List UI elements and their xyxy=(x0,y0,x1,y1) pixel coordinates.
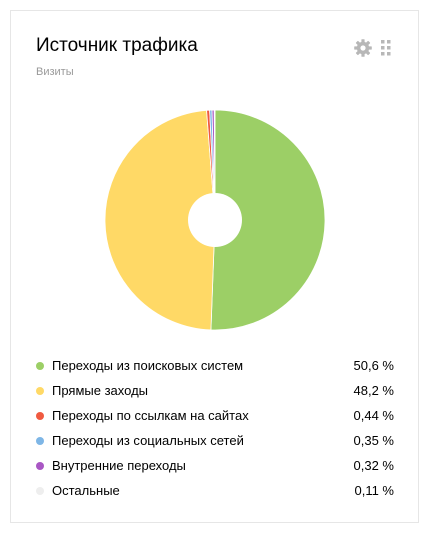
legend-color-dot xyxy=(36,412,44,420)
legend-item[interactable]: Переходы из социальных сетей 0,35 % xyxy=(11,429,420,454)
legend-item[interactable]: Остальные 0,11 % xyxy=(11,479,420,504)
gear-icon[interactable] xyxy=(353,38,373,58)
legend-value: 0,35 % xyxy=(353,433,394,448)
legend-value: 48,2 % xyxy=(353,383,394,398)
legend-label: Остальные xyxy=(52,483,120,498)
legend-value: 0,32 % xyxy=(353,458,394,473)
legend-label: Прямые заходы xyxy=(52,383,149,398)
pie-chart xyxy=(104,109,326,331)
donut-hole xyxy=(188,193,242,247)
widget-title: Источник трафика xyxy=(36,35,198,56)
legend-value: 50,6 % xyxy=(353,358,394,373)
legend-value: 0,11 % xyxy=(354,483,394,498)
legend-label: Внутренние переходы xyxy=(52,458,186,473)
legend-value: 0,44 % xyxy=(353,408,394,423)
legend-color-dot xyxy=(36,362,44,370)
pie-slice[interactable] xyxy=(104,109,216,331)
legend-label: Переходы по ссылкам на сайтах xyxy=(52,408,249,423)
pie-slice[interactable] xyxy=(210,109,326,331)
legend-item[interactable]: Переходы из поисковых систем 50,6 % xyxy=(11,354,420,379)
legend-label: Переходы из поисковых систем xyxy=(52,358,244,373)
legend-label: Переходы из социальных сетей xyxy=(52,433,244,448)
pie-slice[interactable] xyxy=(213,109,216,221)
traffic-source-widget: Источник трафика Визиты Переходы из поис… xyxy=(10,10,419,523)
legend-item[interactable]: Внутренние переходы 0,32 % xyxy=(11,454,420,479)
legend-item[interactable]: Переходы по ссылкам на сайтах 0,44 % xyxy=(11,404,420,429)
legend-color-dot xyxy=(36,387,44,395)
widget-subtitle: Визиты xyxy=(36,66,74,78)
drag-handle-icon[interactable] xyxy=(381,40,391,56)
legend-item[interactable]: Прямые заходы 48,2 % xyxy=(11,379,420,404)
legend-color-dot xyxy=(36,487,44,495)
legend-color-dot xyxy=(36,462,44,470)
legend-color-dot xyxy=(36,437,44,445)
